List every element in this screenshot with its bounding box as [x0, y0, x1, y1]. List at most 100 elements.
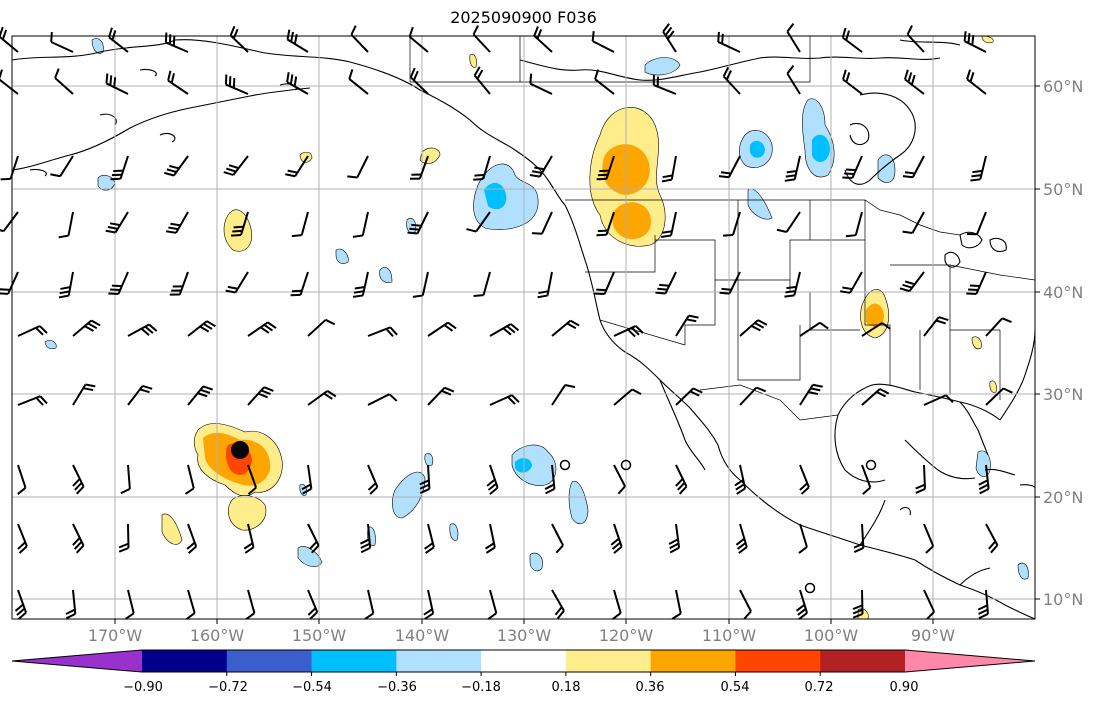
wind-barb-flag [412, 70, 419, 81]
wind-barb-flag [111, 30, 117, 41]
wind-barb-flag [631, 388, 642, 396]
wind-barb-flag [124, 612, 135, 620]
wind-barb-flag [812, 383, 823, 388]
wind-barb-flag [60, 286, 71, 290]
wind-barb-flag [287, 169, 298, 174]
colorbar-segment [650, 650, 736, 672]
wind-barb-flag [784, 294, 795, 298]
colorbar-tick-label: −0.18 [461, 680, 501, 695]
wind-barb-flag [290, 31, 295, 42]
wind-barb-flag [721, 287, 732, 291]
wind-barb-flag [786, 169, 797, 174]
wind-barb-flag [556, 610, 565, 620]
wind-barb-flag [902, 283, 913, 289]
wind-barb-flag [0, 229, 4, 233]
wind-barb-flag [671, 612, 682, 620]
wind-barb-flag [285, 173, 296, 178]
wind-barb-flag [852, 604, 863, 611]
wind-barb-flag [692, 387, 703, 394]
wind-barb-flag [538, 290, 549, 295]
wind-barb-flag [545, 487, 555, 495]
wind-barb-flag [72, 537, 81, 546]
wind-barb-flag [17, 487, 27, 495]
wind-barb-flag [537, 294, 548, 299]
wind-barb [187, 464, 195, 489]
wind-barb-flag [926, 611, 935, 620]
wind-barb-flag [39, 325, 48, 334]
wind-barb-flag [720, 171, 732, 175]
lon-label: 90°W [910, 626, 956, 645]
wind-barb [613, 464, 626, 487]
wind-barb-flag [186, 541, 196, 550]
wind-barb [594, 78, 615, 95]
wind-barb-flag [798, 546, 808, 554]
calm-marker [865, 459, 877, 471]
wind-barb-flag [168, 226, 179, 231]
wind-barb-flag [786, 65, 795, 75]
wind-barb-flag [223, 171, 234, 176]
lat-label: 20°N [1043, 488, 1084, 507]
wind-barb-flag [655, 291, 666, 295]
wind-barb [247, 464, 258, 488]
wind-barb-flag [140, 327, 150, 336]
wind-barb-flag [118, 542, 129, 549]
wind-barb-flag [309, 540, 318, 550]
wind-barb-flag [35, 397, 44, 406]
wind-barb-flag [842, 69, 847, 80]
wind-barb [861, 322, 883, 337]
storm-center-marker [231, 441, 249, 459]
wind-barb-flag [904, 280, 915, 286]
colorbar-segment [735, 650, 821, 672]
wind-barb-flag [881, 322, 891, 330]
wind-barb-flag [311, 544, 320, 554]
wind-barb-flag [845, 234, 856, 238]
wind-barb-flag [852, 613, 863, 619]
wind-barb-flag [971, 174, 982, 178]
wind-barb-flag [990, 544, 999, 554]
wind-barb-flag [902, 175, 913, 179]
wind-barb-flag [533, 26, 539, 37]
wind-barb-flag [661, 178, 672, 183]
wind-barb [911, 211, 925, 234]
wind-barb-flag [938, 316, 949, 322]
wind-barb-flag [840, 290, 851, 294]
wind-barb-flag [531, 170, 543, 174]
wind-barb-flag [75, 544, 85, 554]
wind-barb-flag [798, 612, 808, 620]
wind-barb [59, 155, 74, 177]
wind-barb-flag [719, 291, 730, 295]
wind-barb-flag [978, 608, 989, 615]
wind-barb-flag [65, 612, 76, 620]
lat-label: 40°N [1043, 283, 1084, 302]
wind-barb-flag [350, 25, 357, 36]
wind-barb-flag [225, 289, 236, 294]
wind-barb-flag [489, 486, 499, 495]
wind-barb-flag [230, 233, 242, 237]
wind-barb-flag [309, 611, 318, 620]
wind-barb-flag [717, 31, 720, 42]
colorbar-tick-label: 0.54 [720, 680, 750, 695]
wind-barb-flag [232, 28, 239, 39]
colorbar-tick-label: 0.90 [889, 680, 919, 695]
wind-barb-flag [966, 292, 977, 295]
wind-barb-flag [722, 233, 734, 237]
wind-barb-flag [0, 292, 9, 295]
wind-barb-flag [819, 321, 829, 330]
wind-barb-flag [635, 325, 644, 334]
wind-barb-flag [170, 73, 175, 84]
wind-barb-flag [76, 485, 85, 495]
wind-barb-flag [83, 387, 94, 392]
wind-barb-flag [904, 171, 915, 175]
wind-barb-flag [978, 483, 989, 491]
wind-barb-flag [447, 321, 457, 330]
wind-barb [475, 211, 491, 233]
wind-barb [551, 384, 567, 406]
wind-barb-flag [419, 483, 430, 490]
wind-barb [613, 388, 633, 406]
wind-barb [67, 211, 74, 236]
wind-barb-flag [353, 290, 364, 294]
wind-barb-flag [544, 483, 555, 490]
wind-barb-flag [105, 229, 116, 234]
wind-barb-flag [74, 540, 83, 550]
colorbar-outline [11, 649, 1036, 673]
